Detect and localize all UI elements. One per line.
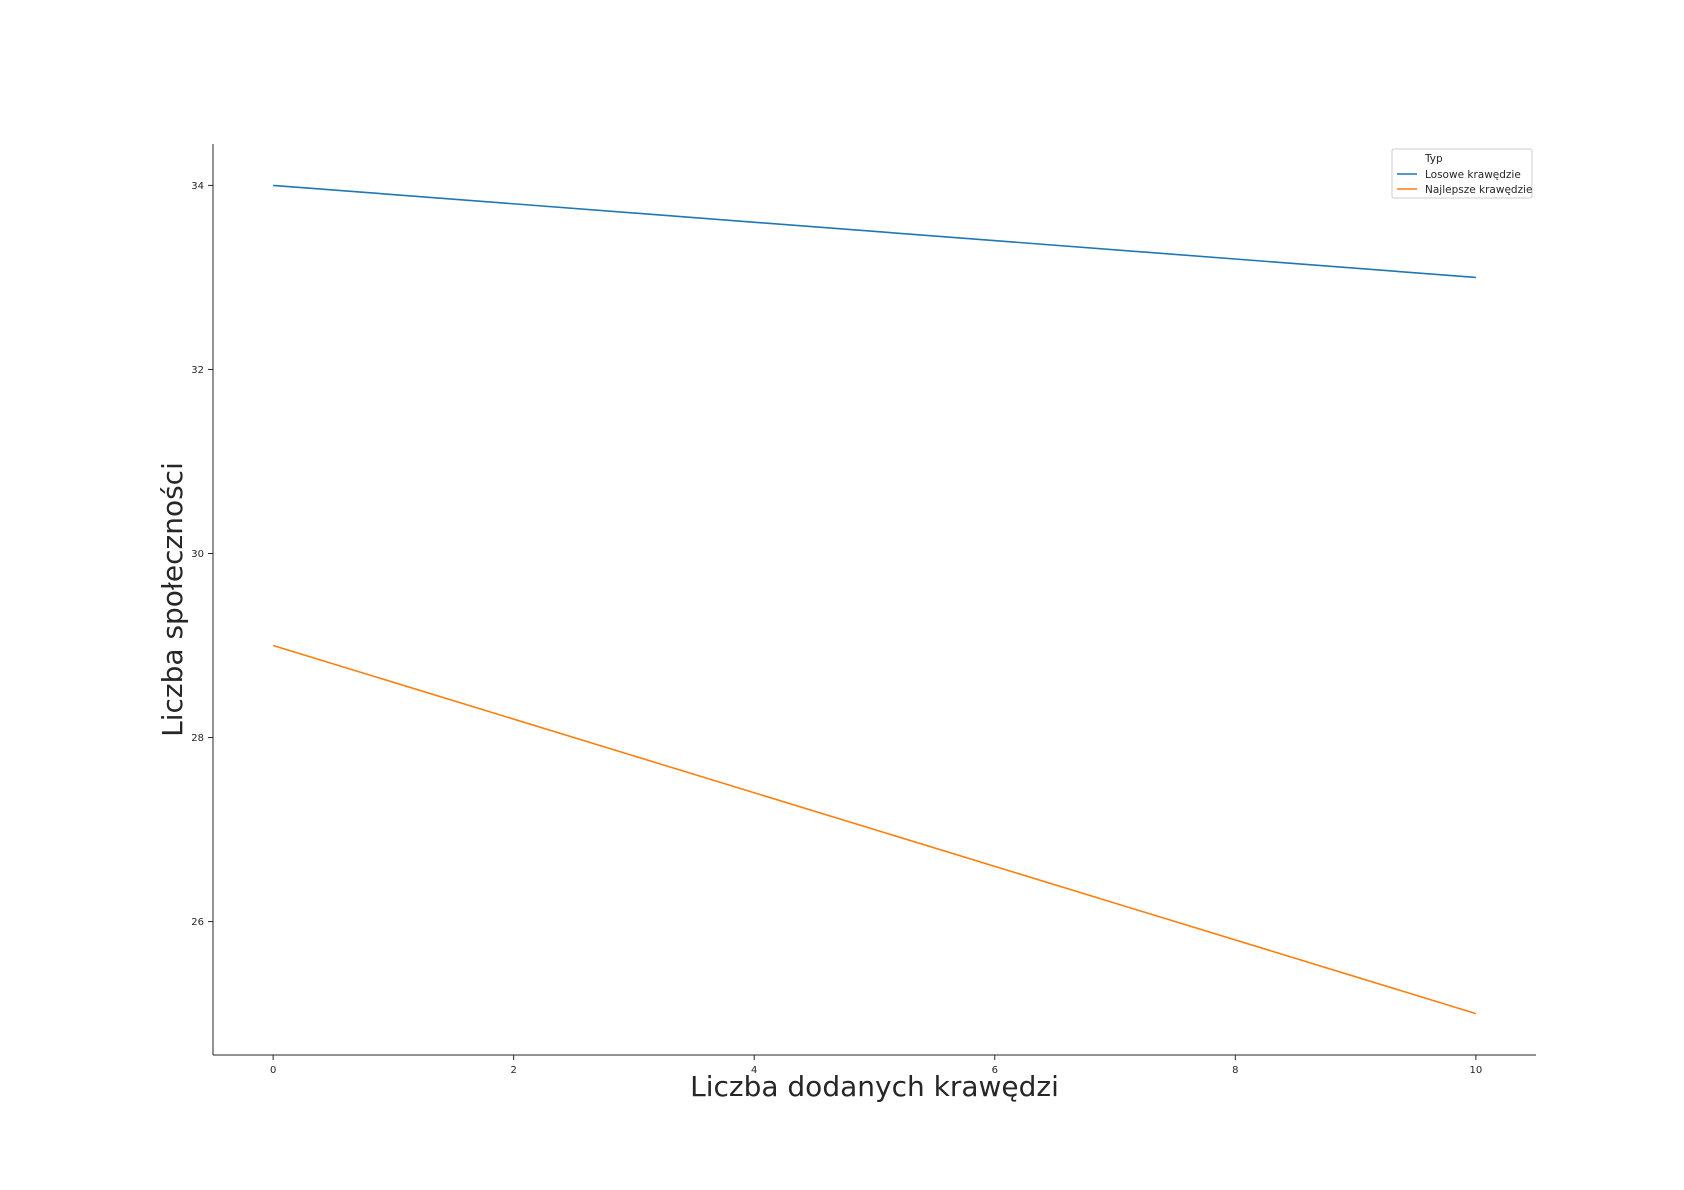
y-tick-label: 26 bbox=[191, 917, 204, 928]
legend: Typ Losowe krawędzie Najlepsze krawędzie bbox=[1391, 148, 1533, 199]
y-axis-ticks: 26 28 30 32 34 bbox=[191, 181, 213, 928]
y-tick-label: 34 bbox=[191, 181, 204, 192]
plot-lines bbox=[272, 184, 1477, 1015]
legend-label: Losowe krawędzie bbox=[1425, 169, 1521, 181]
x-axis-ticks: 0 2 4 6 8 10 bbox=[270, 1055, 1482, 1076]
series-line-1 bbox=[273, 184, 1476, 279]
legend-items: Losowe krawędzie Najlepsze krawędzie bbox=[1397, 169, 1532, 196]
x-tick-label: 8 bbox=[1232, 1065, 1238, 1076]
y-axis-title: Liczba społeczności bbox=[156, 462, 189, 737]
y-tick-label: 32 bbox=[191, 365, 204, 376]
legend-box bbox=[1391, 148, 1533, 199]
x-tick-label: 2 bbox=[510, 1065, 516, 1076]
x-axis-title: Liczba dodanych krawędzi bbox=[690, 1070, 1059, 1103]
legend-title: Typ bbox=[1424, 153, 1443, 165]
x-tick-label: 10 bbox=[1469, 1065, 1482, 1076]
x-tick-label: 6 bbox=[992, 1065, 998, 1076]
series-line-2 bbox=[272, 644, 1477, 1015]
y-tick-label: 28 bbox=[191, 733, 204, 744]
legend-label: Najlepsze krawędzie bbox=[1425, 184, 1532, 196]
x-tick-label: 0 bbox=[270, 1065, 276, 1076]
x-tick-label: 4 bbox=[751, 1065, 757, 1076]
y-tick-label: 30 bbox=[191, 549, 204, 560]
